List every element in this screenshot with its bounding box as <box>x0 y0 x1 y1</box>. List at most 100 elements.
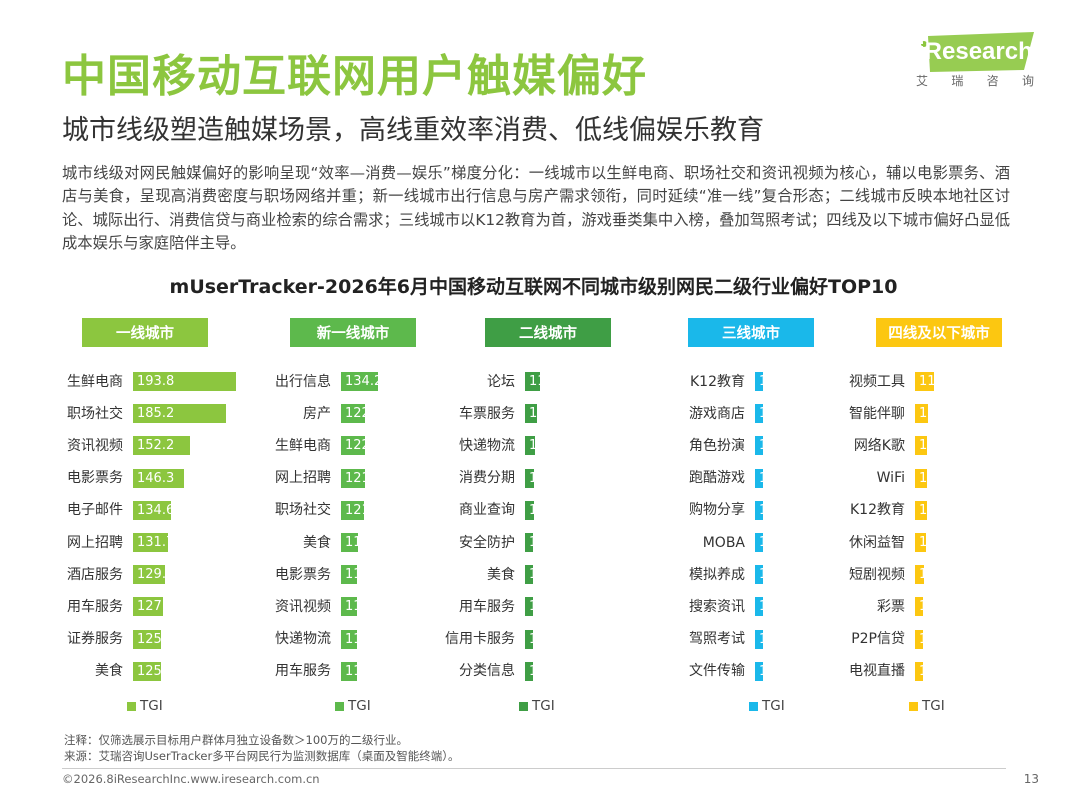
data-bar <box>341 533 359 552</box>
data-value-label: 111.2 <box>919 470 957 486</box>
category-label: 电影票务 <box>67 470 123 487</box>
data-bar <box>755 500 763 520</box>
data-bar <box>341 500 365 520</box>
data-value-label: 111.2 <box>529 406 567 422</box>
iresearch-logo: iResearch 艾 瑞 咨 询 <box>916 30 1040 94</box>
data-bar <box>915 629 923 649</box>
category-label: 游戏商店 <box>689 405 745 422</box>
category-label: 美食 <box>303 534 331 551</box>
category-label: 网上招聘 <box>275 470 331 487</box>
data-value-label: 114.2 <box>345 663 383 679</box>
data-value-label: 108.0 <box>529 470 567 486</box>
data-value-label: 116.9 <box>919 374 957 389</box>
data-bar <box>755 661 763 681</box>
data-value-label: 146.3 <box>137 470 175 486</box>
data-value-label: 115.6 <box>345 535 383 550</box>
category-label: 职场社交 <box>275 502 331 519</box>
data-bar <box>341 436 366 456</box>
panel-header-1: 一线城市 <box>82 318 208 347</box>
data-value-label: 114.0 <box>529 374 567 389</box>
data-value-label: 125.6 <box>137 631 175 647</box>
data-bar <box>525 565 534 585</box>
category-label: P2P信贷 <box>851 631 905 648</box>
category-label: MOBA <box>702 534 745 551</box>
footer-divider <box>62 768 1006 769</box>
logo-swoosh-icon <box>921 32 1034 72</box>
data-value-label: 106.4 <box>759 406 797 422</box>
data-bar <box>133 372 236 391</box>
data-bar <box>525 597 533 617</box>
legend-swatch <box>127 702 136 711</box>
data-value-label: 127.7 <box>137 599 175 615</box>
category-label: 出行信息 <box>275 373 331 390</box>
data-value-label: 134.6 <box>137 502 175 518</box>
data-value-label: 114.5 <box>345 631 383 647</box>
data-bar <box>133 436 191 456</box>
data-bar <box>755 565 763 585</box>
page-subtitle: 城市线级塑造触媒场景，高线重效率消费、低线偏娱乐教育 <box>62 115 764 146</box>
panel-header-3: 二线城市 <box>485 318 611 347</box>
category-label: 美食 <box>95 663 123 680</box>
category-label: K12教育 <box>850 502 905 519</box>
legend-swatch <box>335 702 344 711</box>
data-value-label: 107.2 <box>529 663 567 679</box>
category-label: 资讯视频 <box>275 598 331 615</box>
legend-swatch <box>909 702 918 711</box>
chart-title: mUserTracker-2026年6月中国移动互联网不同城市级别网民二级行业偏… <box>169 276 898 298</box>
category-label: 证券服务 <box>67 631 123 648</box>
data-value-label: 106.5 <box>759 374 797 389</box>
category-label: 快递物流 <box>459 437 515 454</box>
data-value-label: 107.9 <box>529 502 567 518</box>
data-bar <box>341 661 357 681</box>
data-bar <box>915 468 928 488</box>
data-value-label: 103.2 <box>759 567 797 583</box>
logo-subtitle: 艾 瑞 咨 询 <box>916 74 1034 88</box>
category-label: 彩票 <box>877 598 905 615</box>
category-label: 酒店服务 <box>67 566 123 583</box>
legend-swatch <box>749 702 758 711</box>
data-bar <box>133 661 162 681</box>
page-number: 13 <box>1023 772 1039 786</box>
legend-swatch <box>519 702 528 711</box>
chart-source: 来源：艾瑞咨询UserTracker多平台网民行为监测数据库（桌面及智能终端）。 <box>64 749 460 763</box>
data-bar <box>525 404 538 424</box>
category-label: 信用卡服务 <box>445 631 515 648</box>
category-label: WiFi <box>876 470 905 487</box>
category-label: 文件传输 <box>689 663 745 680</box>
data-bar <box>525 372 541 391</box>
category-label: 安全防护 <box>459 534 515 551</box>
data-value-label: 122.3 <box>345 406 383 422</box>
category-label: 休闲益智 <box>849 534 905 551</box>
data-value-label: 107.7 <box>529 535 567 550</box>
panel-header-4: 三线城市 <box>688 318 814 347</box>
legend-label: TGI <box>532 698 555 714</box>
data-value-label: 110.3 <box>919 535 957 550</box>
data-bar <box>133 500 171 520</box>
data-bar <box>755 629 763 649</box>
data-bar <box>341 597 358 617</box>
data-value-label: 107.6 <box>529 567 567 583</box>
category-label: 车票服务 <box>459 405 515 422</box>
category-label: 网络K歌 <box>853 437 905 454</box>
data-bar <box>915 533 927 552</box>
data-bar <box>915 436 928 456</box>
data-value-label: 121.9 <box>345 470 383 486</box>
data-bar <box>755 404 763 424</box>
data-bar <box>133 597 164 617</box>
data-value-label: 121.2 <box>345 502 383 518</box>
data-value-label: 103.2 <box>759 599 797 615</box>
data-value-label: 131.7 <box>137 535 175 550</box>
summary-paragraph: 城市线级对网民触媒偏好的影响呈现“效率—消费—娱乐”梯度分化：一线城市以生鲜电商… <box>62 164 1010 252</box>
data-bar <box>525 661 533 681</box>
data-bar <box>915 372 934 391</box>
category-label: 角色扮演 <box>689 437 745 454</box>
category-label: 跑酷游戏 <box>689 470 745 487</box>
data-bar <box>915 500 928 520</box>
data-bar <box>755 372 763 391</box>
data-value-label: 111.7 <box>919 406 957 422</box>
category-label: 用车服务 <box>459 598 515 615</box>
data-value-label: 106.6 <box>919 663 957 679</box>
category-label: 驾照考试 <box>689 631 745 648</box>
data-value-label: 129.0 <box>137 567 175 583</box>
data-bar <box>525 436 535 456</box>
